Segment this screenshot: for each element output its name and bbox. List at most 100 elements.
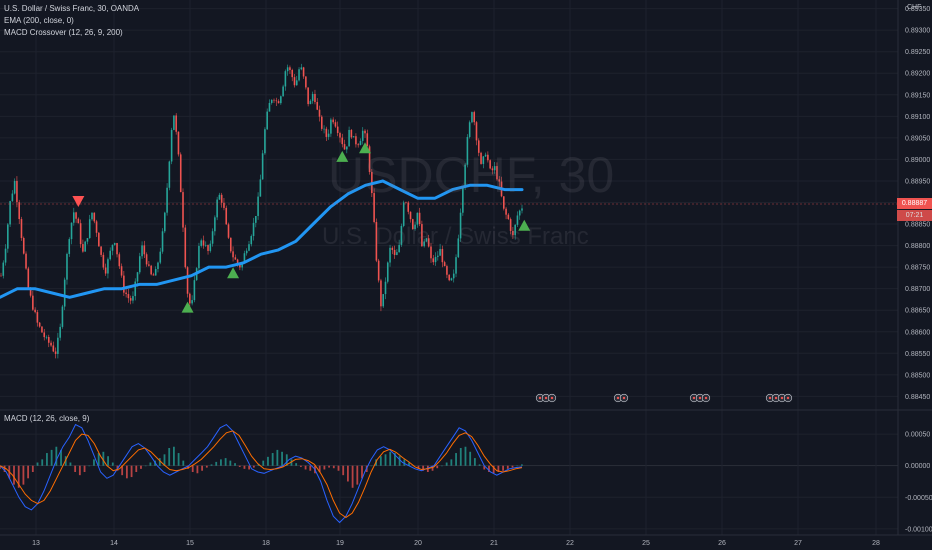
macd-histogram-bar — [22, 465, 25, 485]
price-tick-label: 0.88650 — [905, 308, 930, 315]
price-tick-label: 0.89150 — [905, 92, 930, 99]
candle-body — [398, 244, 400, 253]
macd-histogram-bar — [281, 451, 283, 466]
macd-histogram-bar — [125, 465, 128, 479]
macd-histogram-bar — [299, 465, 302, 467]
candle-body — [518, 210, 521, 216]
candle-body — [98, 232, 100, 247]
candle-body — [386, 262, 389, 282]
candle-body — [282, 86, 284, 97]
candle-body — [421, 224, 423, 247]
economic-events[interactable] — [535, 393, 793, 403]
macd-axis[interactable]: 0.00050 0.00000 -0.00050 -0.00100 — [905, 432, 932, 534]
candle-body — [359, 140, 362, 146]
macd-histogram-bar — [285, 454, 288, 466]
ema-legend[interactable]: EMA (200, close, 0) — [4, 16, 74, 25]
macd-histogram-bar — [271, 453, 274, 466]
price-tick-label: 0.88850 — [905, 222, 930, 229]
macd-histogram-bar — [323, 465, 326, 470]
candle-body — [200, 240, 203, 246]
macd-histogram-bar — [464, 446, 467, 466]
candle-body — [45, 337, 48, 338]
buy-signal-triangle — [181, 301, 194, 313]
time-tick-label: 15 — [186, 540, 194, 547]
candle-body — [439, 248, 441, 256]
macd-legend[interactable]: MACD (12, 26, close, 9) — [4, 414, 90, 423]
candle-body — [375, 222, 378, 261]
candle-body — [491, 168, 494, 171]
candle-body — [411, 219, 414, 230]
candle-body — [482, 156, 485, 164]
candle-body — [109, 250, 112, 260]
time-tick-label: 18 — [262, 540, 270, 547]
candle-body — [91, 212, 93, 220]
macd-histogram-bar — [177, 453, 180, 466]
macd-histogram-bar — [78, 465, 81, 476]
candle-body — [295, 80, 298, 86]
candle-body — [284, 71, 287, 87]
candle-body — [298, 69, 300, 81]
candle-body — [468, 122, 471, 138]
candle-body — [341, 137, 344, 145]
candle-body — [75, 212, 77, 219]
macd-histogram-bar — [276, 449, 279, 466]
candle-body — [164, 212, 166, 232]
candle-body — [52, 345, 55, 352]
macd-histogram-bar — [361, 465, 363, 479]
candle-body — [102, 254, 105, 268]
candle-body — [512, 230, 514, 236]
macd-histogram-bar — [196, 465, 199, 474]
event-flag-dot — [774, 396, 778, 400]
event-flag-dot — [544, 396, 548, 400]
macd-histogram-bar — [347, 465, 349, 482]
macd-histogram-bar — [469, 451, 472, 466]
candle-body — [20, 219, 23, 238]
candle-body — [434, 256, 437, 263]
macd-histogram-bar — [46, 453, 48, 466]
macd-histogram-bar — [135, 465, 138, 472]
candle-body — [186, 267, 189, 294]
candle-body — [79, 223, 82, 245]
candle-body — [54, 351, 57, 354]
macd-histogram-bar — [238, 465, 241, 467]
macd-histogram-bar — [205, 465, 208, 468]
candle-body — [521, 208, 523, 211]
buy-signal-triangle — [336, 150, 349, 162]
macd-histogram-bar — [234, 463, 236, 466]
macd-crossover-legend[interactable]: MACD Crossover (12, 26, 9, 200) — [4, 28, 123, 37]
candle-body — [325, 128, 328, 137]
candle-body — [270, 99, 273, 103]
candle-body — [229, 237, 232, 252]
candle-body — [275, 100, 278, 102]
event-flag-dot — [616, 396, 620, 400]
macd-histogram-bar — [318, 465, 321, 472]
candle-body — [268, 102, 271, 112]
symbol-legend[interactable]: U.S. Dollar / Swiss Franc, 30, OANDA — [4, 4, 140, 13]
macd-histogram-bar — [130, 465, 133, 478]
macd-histogram-bar — [248, 465, 251, 470]
candle-body — [125, 292, 127, 295]
candle-body — [95, 221, 98, 233]
candle-body — [466, 137, 469, 165]
candle-body — [336, 126, 339, 133]
time-tick-label: 20 — [414, 540, 422, 547]
macd-histogram-bar — [436, 465, 439, 469]
candle-body — [409, 211, 412, 220]
candle-body — [307, 87, 309, 105]
candle-body — [216, 199, 218, 218]
candle-body — [477, 140, 480, 153]
candle-body — [462, 187, 464, 213]
macd-histogram-bar — [384, 454, 387, 466]
macd-histogram-bar — [417, 465, 420, 469]
candle-body — [430, 246, 432, 259]
candle-body — [384, 281, 387, 295]
macd-histogram-bar — [111, 462, 114, 466]
candle-body — [289, 67, 291, 70]
time-axis[interactable]: 13 14 15 18 19 20 21 22 25 26 27 28 — [32, 540, 880, 547]
macd-histogram-bar — [516, 465, 519, 467]
candle-body — [300, 67, 303, 70]
macd-histogram-bar — [394, 453, 396, 466]
event-flag-dot — [786, 396, 790, 400]
candle-body — [225, 207, 228, 225]
